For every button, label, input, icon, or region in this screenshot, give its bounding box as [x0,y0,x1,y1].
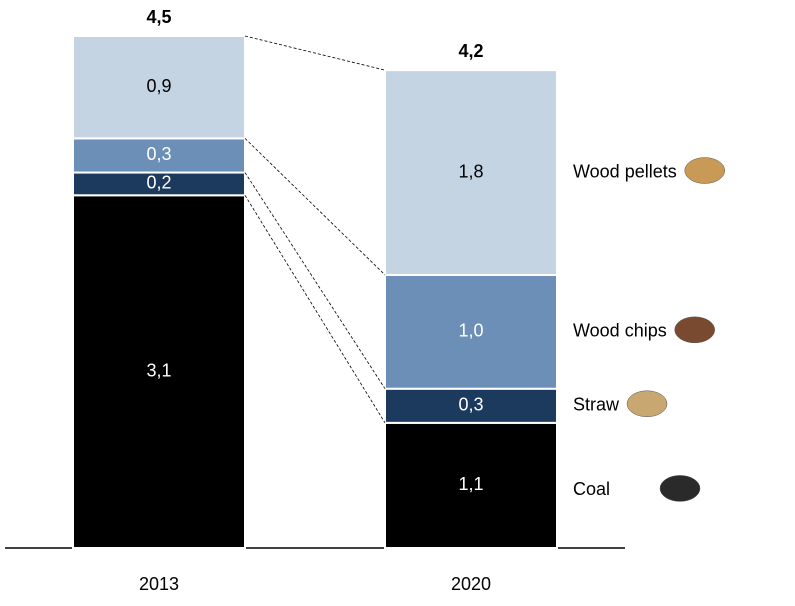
x-tick-label: 2013 [139,574,179,594]
legend-icons [626,157,725,502]
bar-segment [384,69,558,276]
value-label: 3,1 [146,360,171,380]
value-label: 1,0 [458,321,483,341]
legend-label: Wood pellets [573,161,677,181]
bar-segment [384,387,558,424]
connector [244,195,386,424]
total-label: 4,5 [146,7,171,27]
value-label: 0,2 [146,173,171,193]
connector [244,138,386,276]
connector [244,35,386,71]
legend-label: Coal [573,479,610,499]
legend-label: Wood chips [573,321,667,341]
value-label: 1,8 [458,161,483,181]
legend-label: Straw [573,395,620,415]
legend-icon [684,157,725,184]
legend-icon [626,390,668,418]
legend-icon [674,316,715,344]
bar-segment [384,421,558,550]
x-tick-label: 2020 [451,574,491,594]
total-label: 4,2 [458,41,483,61]
value-label: 1,1 [458,474,483,494]
value-label: 0,3 [146,144,171,164]
bar-segment [72,194,246,550]
value-label: 0,9 [146,76,171,96]
bar-segment [384,273,558,390]
legend-icon [659,475,701,502]
value-label: 0,3 [458,395,483,415]
bar-segment [72,35,246,140]
connector [244,172,386,389]
